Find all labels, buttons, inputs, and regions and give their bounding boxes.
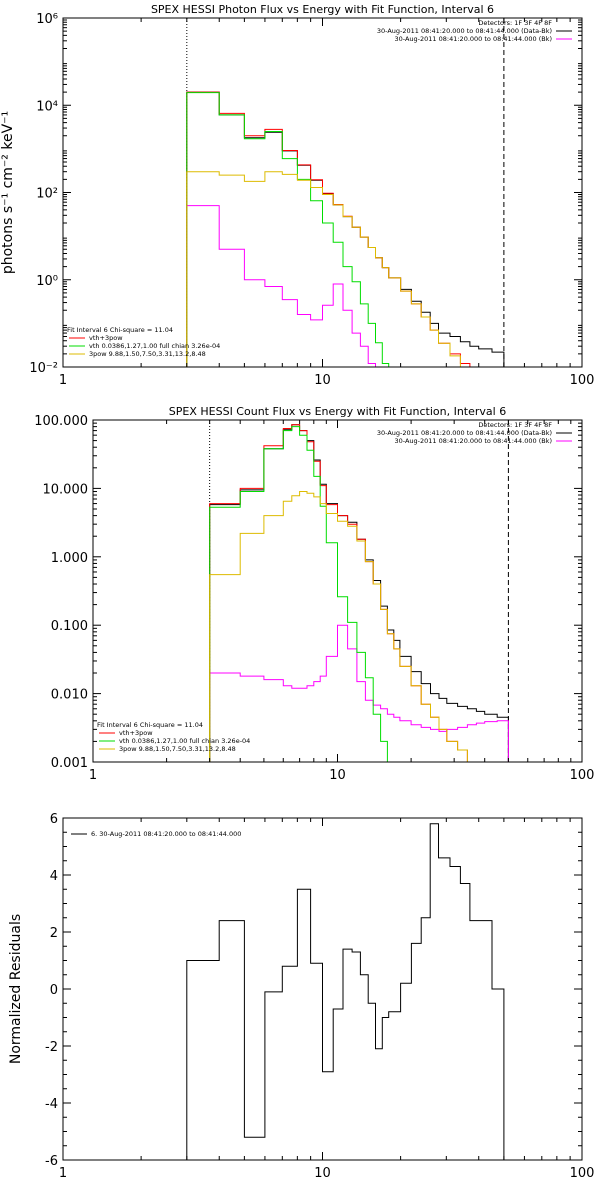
series-line-0 bbox=[186, 91, 505, 367]
y-tick-label: 0 bbox=[50, 983, 58, 998]
chart-panel-3: 1 10 100 -6 -4 -2 0 2 4 6 Normalized Residuals 6. 3… bbox=[8, 812, 594, 1181]
y-tick-label: 10² bbox=[36, 187, 58, 202]
y-tick-label: 2 bbox=[50, 926, 58, 941]
legend-top-entry: 30-Aug-2011 08:41:20.000 to 08:41:44.000… bbox=[395, 35, 552, 43]
x-tick-label: 100 bbox=[570, 1166, 595, 1181]
y-tick-label: 6 bbox=[50, 812, 58, 827]
legend-fit-entry: vth+3pow bbox=[89, 334, 123, 342]
y-tick-label: 10⁶ bbox=[36, 12, 58, 27]
y-tick-label: 0.100 bbox=[51, 619, 88, 634]
series-line-1 bbox=[209, 624, 509, 762]
x-tick-label: 1 bbox=[89, 768, 97, 783]
y-axis-label: Normalized Residuals bbox=[8, 914, 24, 1064]
legend-fit-entry: 3pow 9.88,1.50,7.50,3.31,13.2,8.48 bbox=[89, 350, 206, 358]
y-tick-label: -6 bbox=[45, 1154, 58, 1169]
y-tick-label: -2 bbox=[45, 1040, 58, 1055]
y-tick-label: 10⁴ bbox=[36, 99, 58, 114]
y-tick-label: -4 bbox=[45, 1097, 58, 1112]
series-line-4 bbox=[209, 491, 509, 762]
y-tick-label: 4 bbox=[50, 869, 58, 884]
x-tick-label: 10 bbox=[314, 373, 331, 388]
y-axis-label: photons s⁻¹ cm⁻² keV⁻¹ bbox=[0, 111, 16, 274]
series-group bbox=[186, 91, 505, 367]
y-tick-label: 0.001 bbox=[51, 756, 88, 771]
series-group bbox=[186, 823, 505, 1160]
x-tick-label: 1 bbox=[59, 373, 67, 388]
legend-top-entry: 30-Aug-2011 08:41:20.000 to 08:41:44.000… bbox=[395, 437, 552, 445]
x-tick-label: 100 bbox=[570, 373, 595, 388]
chart-title: SPEX HESSI Count Flux vs Energy with Fit… bbox=[169, 405, 506, 418]
series-group bbox=[209, 424, 509, 762]
series-line-1 bbox=[186, 205, 505, 367]
y-tick-label: 100.000 bbox=[34, 414, 88, 429]
legend-top-entry: 30-Aug-2011 08:41:20.000 to 08:41:44.000… bbox=[377, 27, 552, 35]
y-tick-label: 10⁰ bbox=[36, 274, 58, 289]
chart-title: SPEX HESSI Photon Flux vs Energy with Fi… bbox=[151, 3, 494, 16]
series-line-2 bbox=[186, 91, 505, 367]
y-tick-label: 10.000 bbox=[43, 482, 89, 497]
x-tick-label: 10 bbox=[314, 1166, 331, 1181]
legend-residual-entry: 6. 30-Aug-2011 08:41:20.000 to 08:41:44.… bbox=[91, 830, 241, 838]
series-line-3 bbox=[209, 426, 509, 762]
legend-top-entry: Detectors: 1F 3F 4F 8F bbox=[478, 19, 552, 27]
legend-top-entry: 30-Aug-2011 08:41:20.000 to 08:41:44.000… bbox=[377, 429, 552, 437]
legend-fit-entry: Fit Interval 6 Chi-square = 11.04 bbox=[67, 326, 173, 334]
legend-fit-entry: 3pow 9.88,1.50,7.50,3.31,13.2,8.48 bbox=[119, 745, 236, 753]
x-tick-label: 1 bbox=[59, 1166, 67, 1181]
y-tick-label: 0.010 bbox=[51, 688, 88, 703]
y-tick-label: 10⁻² bbox=[29, 361, 58, 376]
series-line-3 bbox=[186, 92, 505, 367]
legend-top-entry: Detectors: 1F 3F 4F 8F bbox=[478, 421, 552, 429]
y-tick-label: 1.000 bbox=[51, 551, 88, 566]
x-tick-label: 100 bbox=[570, 768, 595, 783]
legend-fit-entry: vth 0.0386,1.27,1.00 full chian 3.26e-04 bbox=[89, 342, 220, 350]
series-line-4 bbox=[186, 171, 505, 367]
series-line-0 bbox=[209, 424, 509, 762]
legend-fit-entry: Fit Interval 6 Chi-square = 11.04 bbox=[97, 721, 203, 729]
series-line-2 bbox=[209, 424, 509, 762]
legend-fit-entry: vth+3pow bbox=[119, 729, 153, 737]
chart-panel-2: SPEX HESSI Count Flux vs Energy with Fit… bbox=[34, 405, 595, 783]
chart-panel-1: SPEX HESSI Photon Flux vs Energy with Fi… bbox=[0, 3, 595, 388]
series-line-0 bbox=[186, 823, 505, 1160]
legend-fit-entry: vth 0.0386,1.27,1.00 full chian 3.26e-04 bbox=[119, 737, 250, 745]
x-tick-label: 10 bbox=[329, 768, 346, 783]
